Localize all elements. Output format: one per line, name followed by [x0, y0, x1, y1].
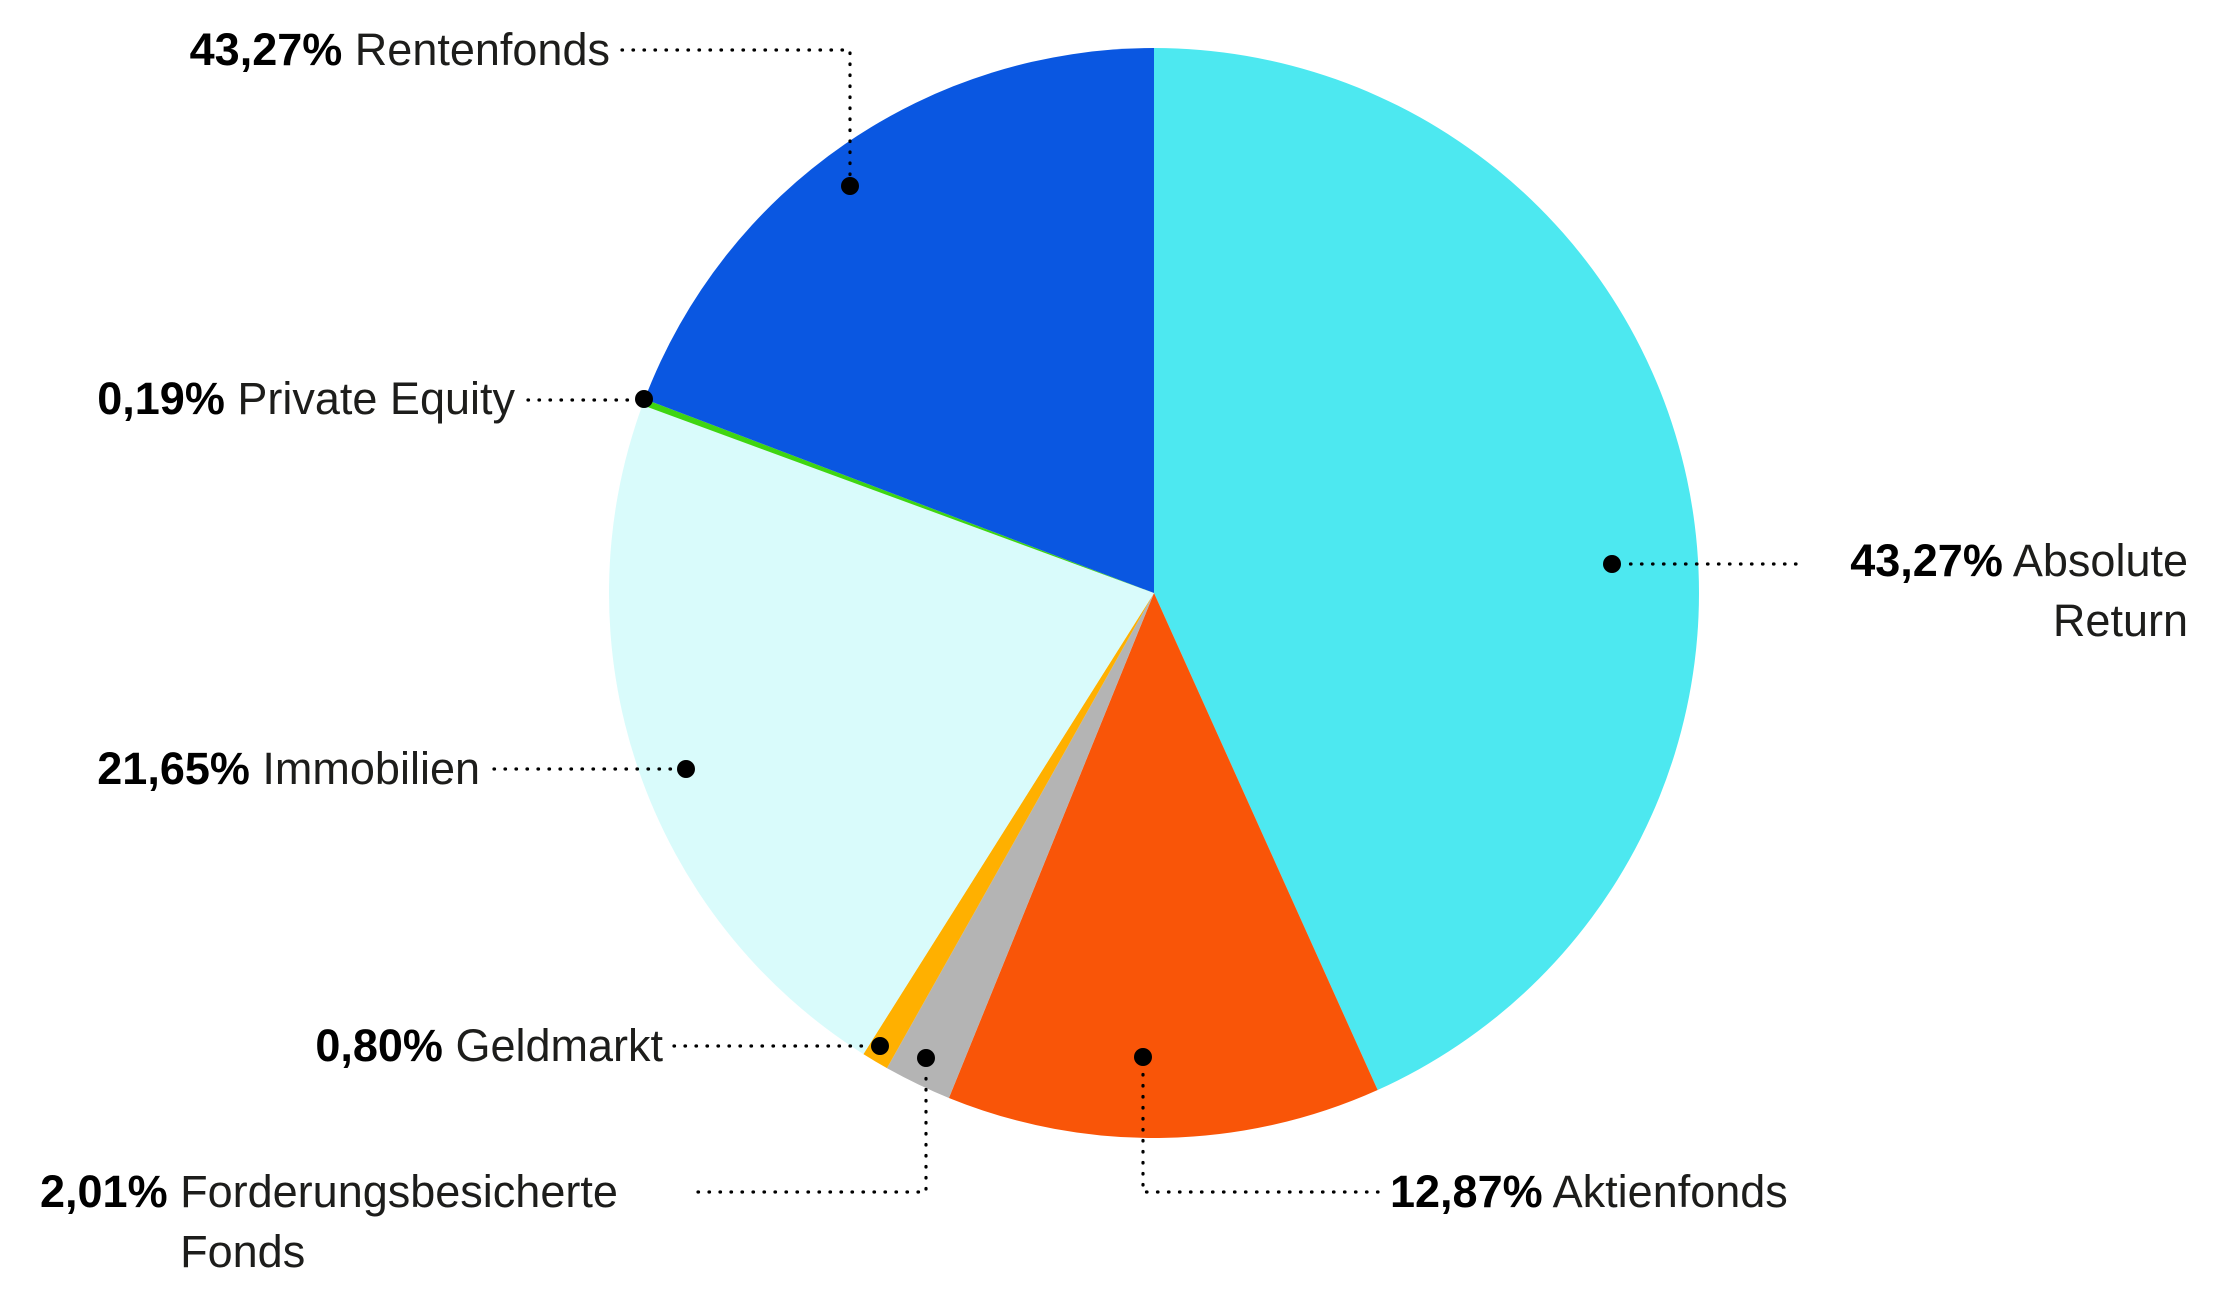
leader-dot-immobilien: [677, 760, 695, 778]
label-forderungs-percent: 2,01%: [40, 1166, 168, 1217]
pie-slices: [609, 48, 1700, 1138]
label-private-equity-percent: 0,19%: [97, 373, 225, 424]
label-absolute-return-name: Absolute Return: [2012, 535, 2188, 646]
leader-lines: [492, 48, 1798, 1194]
pie-slice-private-equity: [642, 399, 1154, 593]
pie-slice-absolute-return: [1154, 48, 1700, 1090]
label-forderungs-name: Forderungsbesicherte Fonds: [180, 1166, 618, 1277]
label-aktienfonds: 12,87% Aktienfonds: [1390, 1162, 1788, 1222]
label-immobilien-name: Immobilien: [262, 743, 480, 794]
label-immobilien: 21,65% Immobilien: [97, 739, 480, 799]
label-rentenfonds-name: Rentenfonds: [354, 24, 610, 75]
label-geldmarkt: 0,80% Geldmarkt: [315, 1016, 663, 1076]
pie-slice-rentenfonds: [644, 48, 1154, 593]
pie-slice-forderungs: [886, 593, 1154, 1098]
label-private-equity: 0,19% Private Equity: [97, 369, 515, 429]
label-rentenfonds: 43,27% Rentenfonds: [190, 20, 610, 80]
label-geldmarkt-percent: 0,80%: [315, 1020, 443, 1071]
pie-slice-geldmarkt: [863, 593, 1154, 1069]
label-immobilien-percent: 21,65%: [97, 743, 250, 794]
label-aktienfonds-name: Aktienfonds: [1552, 1166, 1788, 1217]
leader-forderungs: [696, 1068, 928, 1194]
label-aktienfonds-percent: 12,87%: [1390, 1166, 1543, 1217]
label-geldmarkt-name: Geldmarkt: [455, 1020, 663, 1071]
leader-dot-forderungs: [917, 1049, 935, 1067]
leader-dot-private-equity: [635, 390, 653, 408]
leader-dot-absolute-return: [1603, 555, 1621, 573]
leader-aktienfonds: [1141, 1067, 1380, 1194]
pie-slice-immobilien: [609, 405, 1154, 1055]
leader-dot-rentenfonds: [841, 177, 859, 195]
label-forderungsbesicherte-fonds: 2,01% Forderungsbesicherte Fonds: [40, 1162, 740, 1282]
leader-rentenfonds: [620, 48, 852, 178]
label-absolute-return: 43,27% Absolute Return: [1788, 531, 2188, 651]
label-private-equity-name: Private Equity: [237, 373, 515, 424]
pie-slice-aktienfonds: [948, 593, 1378, 1138]
leader-dot-aktienfonds: [1134, 1048, 1152, 1066]
leader-dot-geldmarkt: [871, 1037, 889, 1055]
label-rentenfonds-percent: 43,27%: [189, 24, 343, 75]
label-absolute-return-percent: 43,27%: [1850, 535, 2003, 586]
